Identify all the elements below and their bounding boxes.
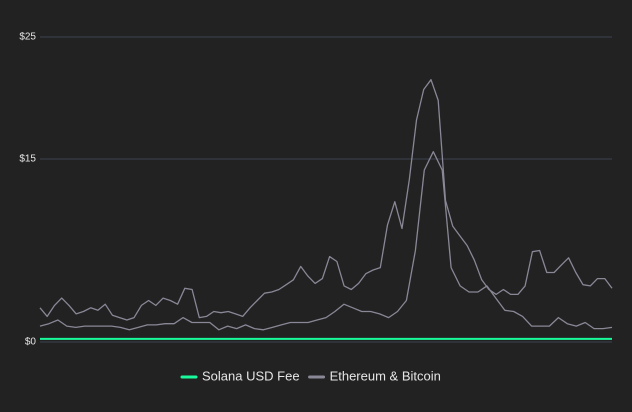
series-line: [39, 79, 613, 321]
legend-label: Solana USD Fee: [202, 368, 300, 383]
legend-label: Ethereum & Bitcoin: [330, 368, 441, 383]
y-tick-label: $25: [19, 32, 36, 43]
series-line: [39, 151, 613, 331]
y-tick-label: $0: [25, 337, 37, 348]
y-tick-label: $15: [19, 154, 36, 165]
